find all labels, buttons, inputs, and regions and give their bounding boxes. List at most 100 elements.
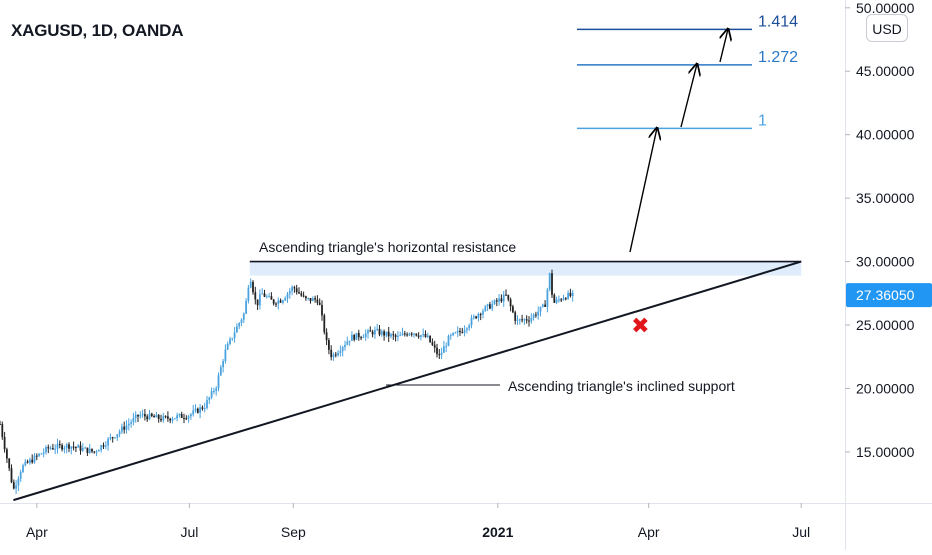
candle-body xyxy=(438,354,441,356)
candle-body xyxy=(560,299,563,301)
candle-body xyxy=(24,461,27,466)
candle-body xyxy=(505,294,507,296)
candle-body xyxy=(463,329,466,333)
candle-body xyxy=(406,334,408,336)
candle-body xyxy=(558,299,560,301)
candle-body xyxy=(213,390,215,392)
candle-body xyxy=(215,388,218,391)
candle-body xyxy=(201,407,204,409)
candle-body xyxy=(447,335,450,346)
candle-body xyxy=(58,444,61,446)
candle-body xyxy=(259,294,261,306)
candle-body xyxy=(270,296,273,300)
candle-body xyxy=(15,485,17,489)
candle-body xyxy=(107,438,109,446)
candle-body xyxy=(277,300,280,305)
candle-body xyxy=(272,299,275,304)
y-tick-label: 35.00000 xyxy=(856,190,915,206)
candle-body xyxy=(339,351,342,353)
candle-body xyxy=(56,444,59,449)
candle-body xyxy=(180,413,183,418)
candle-body xyxy=(164,416,167,418)
candle-body xyxy=(45,447,47,453)
candle-body xyxy=(334,354,337,356)
candle-body xyxy=(433,344,436,348)
candle-body xyxy=(61,445,63,450)
candle-body xyxy=(210,390,213,398)
candle-body xyxy=(141,414,144,416)
x-tick-label: Sep xyxy=(281,524,306,540)
candle-body xyxy=(8,458,11,469)
candle-body xyxy=(178,413,181,416)
candle-body xyxy=(378,328,381,335)
candle-body xyxy=(54,448,57,450)
candle-body xyxy=(293,287,296,289)
candle-body xyxy=(72,446,75,448)
candle-body xyxy=(371,331,374,335)
candle-body xyxy=(40,453,43,455)
candle-body xyxy=(341,347,344,352)
candle-body xyxy=(546,289,549,307)
candle-body xyxy=(171,419,174,421)
candle-body xyxy=(19,472,22,479)
candle-body xyxy=(332,354,335,358)
candle-body xyxy=(199,407,201,413)
candle-body xyxy=(26,461,29,463)
candle-body xyxy=(537,311,540,316)
candle-body xyxy=(555,299,558,303)
y-tick-label: 30.00000 xyxy=(856,254,915,270)
candle-body xyxy=(291,287,293,292)
fib-level-label: 1.414 xyxy=(758,13,798,30)
candle-body xyxy=(81,448,84,451)
candle-body xyxy=(22,465,24,473)
candle-body xyxy=(321,304,323,316)
candle-body xyxy=(344,344,346,348)
candle-body xyxy=(121,426,123,432)
candle-body xyxy=(93,451,96,453)
candle-body xyxy=(176,415,178,419)
projection-arrow xyxy=(720,29,728,63)
candle-body xyxy=(353,334,356,340)
candle-body xyxy=(137,414,139,417)
candle-body xyxy=(222,361,224,368)
candle-body xyxy=(564,298,567,300)
candle-body xyxy=(238,323,241,327)
candle-body xyxy=(265,296,268,298)
candle-body xyxy=(415,333,418,336)
candle-body xyxy=(390,334,392,337)
candle-body xyxy=(118,431,121,435)
candle-body xyxy=(374,329,376,335)
candle-body xyxy=(528,320,530,322)
candle-body xyxy=(247,287,250,301)
candle-body xyxy=(224,349,227,362)
candle-body xyxy=(493,300,496,304)
candle-body xyxy=(452,332,454,336)
candle-body xyxy=(102,445,105,447)
candle-body xyxy=(330,349,333,358)
candle-body xyxy=(219,367,222,376)
candle-body xyxy=(328,340,330,350)
candle-body xyxy=(417,335,420,337)
candle-body xyxy=(459,330,461,333)
candle-body xyxy=(507,294,510,300)
currency-selector[interactable]: USD xyxy=(866,14,908,42)
candle-body xyxy=(111,437,114,439)
candle-body xyxy=(500,298,503,302)
candle-body xyxy=(183,417,185,419)
x-tick-label: Apr xyxy=(638,524,660,540)
candle-body xyxy=(553,294,556,303)
candle-body xyxy=(279,300,282,303)
candle-body xyxy=(348,340,351,342)
candle-body xyxy=(482,311,484,315)
candle-body xyxy=(153,416,155,418)
candle-body xyxy=(29,459,31,463)
candle-body xyxy=(376,328,379,330)
candle-body xyxy=(236,326,238,333)
candle-body xyxy=(548,273,551,290)
candle-body xyxy=(70,446,73,449)
candle-body xyxy=(242,313,245,320)
candle-body xyxy=(454,332,457,334)
candle-body xyxy=(571,292,574,296)
